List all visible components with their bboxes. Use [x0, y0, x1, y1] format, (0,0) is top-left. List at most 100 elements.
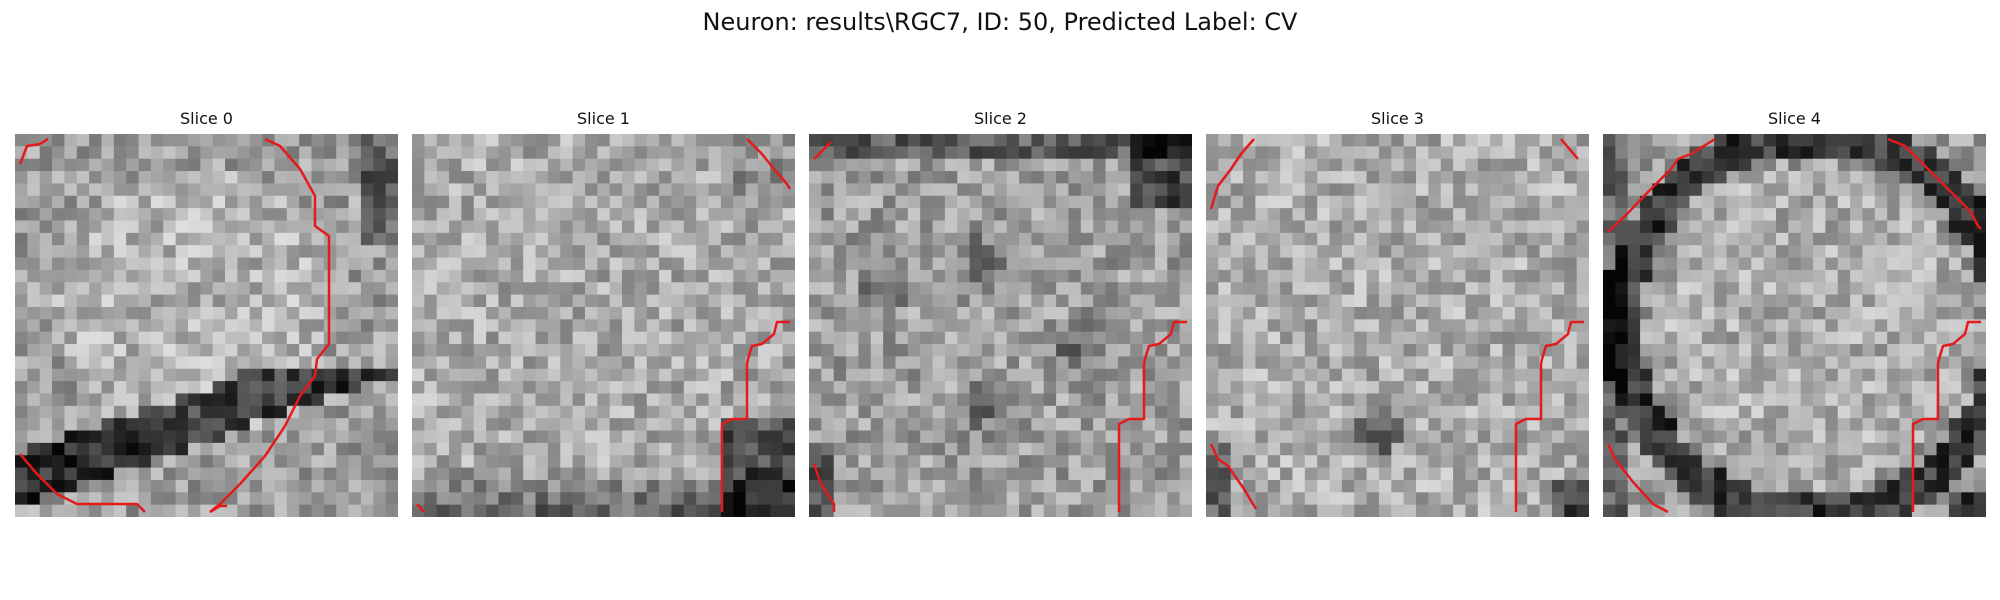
image-pixel — [1887, 479, 1901, 493]
image-pixel — [52, 418, 65, 432]
image-pixel — [187, 232, 201, 246]
image-pixel — [932, 331, 946, 345]
image-pixel — [1292, 220, 1306, 234]
image-pixel — [671, 344, 685, 357]
image-pixel — [1304, 158, 1318, 172]
image-pixel — [311, 245, 325, 259]
image-pixel — [1825, 381, 1839, 394]
image-pixel — [671, 208, 685, 221]
image-pixel — [1775, 405, 1789, 419]
image-pixel — [1961, 269, 1975, 283]
image-pixel — [572, 368, 586, 382]
image-pixel — [858, 183, 872, 197]
image-pixel — [1652, 405, 1666, 419]
image-pixel — [1130, 504, 1144, 517]
image-pixel — [1603, 195, 1616, 209]
image-pixel — [1105, 269, 1119, 283]
image-pixel — [1378, 418, 1392, 432]
image-pixel — [1576, 442, 1589, 456]
image-pixel — [1206, 306, 1219, 320]
image-pixel — [424, 393, 438, 407]
image-pixel — [89, 146, 102, 160]
image-pixel — [1440, 319, 1454, 333]
image-pixel — [200, 356, 214, 370]
image-pixel — [1056, 381, 1069, 394]
image-pixel — [200, 183, 214, 197]
image-pixel — [733, 418, 747, 432]
image-pixel — [1539, 455, 1553, 469]
image-pixel — [1130, 356, 1144, 370]
image-pixel — [1788, 467, 1802, 481]
image-pixel — [225, 195, 238, 209]
image-pixel — [523, 294, 537, 308]
image-pixel — [1117, 455, 1131, 469]
image-pixel — [821, 245, 835, 259]
image-pixel — [1206, 232, 1219, 246]
image-pixel — [671, 492, 685, 506]
image-pixel — [1329, 146, 1343, 160]
image-pixel — [572, 294, 586, 308]
image-pixel — [113, 455, 127, 469]
image-pixel — [1527, 368, 1541, 382]
image-pixel — [1366, 467, 1380, 481]
image-pixel — [323, 269, 337, 283]
image-pixel — [1714, 232, 1728, 246]
image-pixel — [1043, 356, 1057, 370]
image-pixel — [1179, 183, 1192, 197]
image-pixel — [1911, 418, 1925, 432]
image-pixel — [1689, 319, 1703, 333]
slice-title: Slice 3 — [1371, 109, 1424, 128]
contour-line — [1911, 320, 1981, 512]
image-pixel — [1341, 171, 1355, 184]
image-pixel — [175, 220, 189, 234]
image-pixel — [1837, 479, 1851, 493]
image-pixel — [1167, 418, 1181, 432]
image-pixel — [1167, 220, 1181, 234]
image-pixel — [412, 232, 425, 246]
image-pixel — [833, 208, 847, 221]
image-pixel — [424, 171, 438, 184]
image-pixel — [225, 183, 238, 197]
image-pixel — [671, 442, 685, 456]
image-pixel — [311, 442, 325, 456]
image-pixel — [510, 319, 524, 333]
image-pixel — [1378, 393, 1392, 407]
image-pixel — [957, 282, 971, 296]
image-pixel — [52, 319, 65, 333]
image-pixel — [274, 220, 288, 234]
image-pixel — [944, 479, 958, 493]
image-pixel — [1230, 158, 1244, 172]
image-pixel — [1280, 282, 1293, 296]
image-pixel — [1677, 282, 1690, 296]
image-pixel — [944, 208, 958, 221]
image-pixel — [757, 504, 771, 517]
image-pixel — [733, 405, 747, 419]
image-pixel — [696, 306, 710, 320]
image-pixel — [1142, 467, 1156, 481]
image-pixel — [1701, 282, 1715, 296]
image-pixel — [1130, 195, 1144, 209]
image-pixel — [1416, 146, 1429, 160]
image-pixel — [1304, 479, 1318, 493]
image-pixel — [1465, 232, 1479, 246]
image-pixel — [1862, 418, 1876, 432]
image-pixel — [486, 405, 499, 419]
image-pixel — [274, 294, 288, 308]
image-pixel — [1689, 430, 1703, 444]
image-pixel — [907, 381, 921, 394]
image-pixel — [385, 171, 398, 184]
image-pixel — [1615, 381, 1629, 394]
image-pixel — [683, 381, 697, 394]
image-pixel — [15, 269, 28, 283]
image-pixel — [560, 356, 574, 370]
image-pixel — [1911, 356, 1925, 370]
image-pixel — [1738, 257, 1752, 271]
image-pixel — [1304, 467, 1318, 481]
image-pixel — [1416, 208, 1429, 221]
image-pixel — [646, 306, 660, 320]
image-pixel — [609, 158, 623, 172]
image-pixel — [944, 245, 958, 259]
image-pixel — [1837, 183, 1851, 197]
image-pixel — [1105, 294, 1119, 308]
image-pixel — [1800, 455, 1814, 469]
